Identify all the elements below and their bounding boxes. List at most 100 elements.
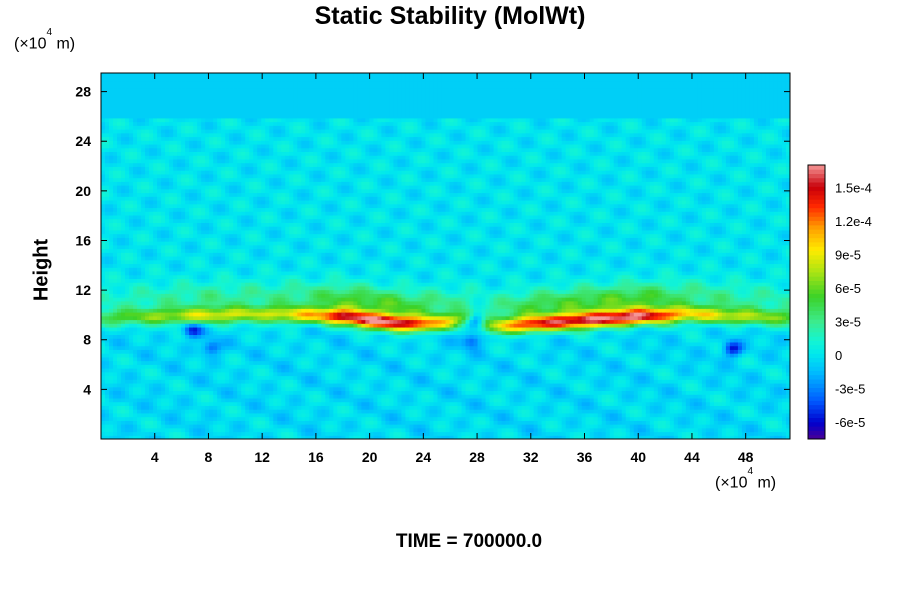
heatmap-cell (205, 260, 210, 264)
heatmap-cell (169, 163, 174, 167)
heatmap-cell (277, 260, 282, 264)
heatmap-cell (289, 334, 294, 338)
heatmap-cell (109, 278, 114, 282)
heatmap-cell (229, 155, 234, 159)
heatmap-cell (229, 353, 234, 357)
heatmap-cell (193, 107, 198, 111)
heatmap-cell (229, 256, 234, 260)
heatmap-cell (165, 379, 170, 383)
heatmap-cell (109, 346, 114, 350)
heatmap-cell (129, 107, 134, 111)
heatmap-cell (165, 159, 170, 163)
heatmap-cell (285, 170, 290, 174)
heatmap-cell (233, 95, 238, 99)
heatmap-cell (165, 222, 170, 226)
heatmap-cell (285, 271, 290, 275)
heatmap-cell (205, 230, 210, 234)
heatmap-cell (289, 305, 294, 309)
heatmap-cell (201, 237, 206, 241)
heatmap-cell (205, 372, 210, 376)
heatmap-cell (217, 196, 222, 200)
heatmap-cell (213, 155, 218, 159)
heatmap-cell (301, 368, 306, 372)
heatmap-cell (197, 331, 202, 335)
heatmap-cell (125, 420, 130, 424)
heatmap-cell (149, 88, 154, 92)
heatmap-cell (141, 353, 146, 357)
heatmap-cell (209, 148, 214, 152)
heatmap-cell (109, 342, 114, 346)
heatmap-cell (281, 338, 286, 342)
heatmap-cell (289, 136, 294, 140)
heatmap-cell (217, 125, 222, 129)
heatmap-cell (145, 402, 150, 406)
heatmap-cell (165, 319, 170, 323)
heatmap-cell (133, 275, 138, 279)
heatmap-cell (209, 297, 214, 301)
heatmap-cell (197, 178, 202, 182)
heatmap-cell (289, 327, 294, 331)
heatmap-cell (165, 122, 170, 126)
heatmap-cell (165, 88, 170, 92)
heatmap-cell (197, 170, 202, 174)
heatmap-cell (301, 193, 306, 197)
heatmap-cell (213, 118, 218, 122)
heatmap-cell (289, 215, 294, 219)
heatmap-cell (301, 383, 306, 387)
heatmap-cell (125, 342, 130, 346)
heatmap-cell (249, 331, 254, 335)
heatmap-cell (205, 144, 210, 148)
heatmap-cell (137, 140, 142, 144)
heatmap-cell (141, 88, 146, 92)
heatmap-cell (109, 219, 114, 223)
heatmap-cell (113, 92, 118, 96)
heatmap-cell (101, 196, 106, 200)
heatmap-cell (121, 77, 126, 81)
heatmap-cell (257, 305, 262, 309)
heatmap-cell (197, 387, 202, 391)
heatmap-cell (177, 170, 182, 174)
heatmap-cell (101, 394, 106, 398)
heatmap-cell (273, 312, 278, 316)
heatmap-cell (221, 133, 226, 137)
heatmap-cell (261, 226, 266, 230)
heatmap-cell (125, 207, 130, 211)
heatmap-cell (157, 140, 162, 144)
heatmap-cell (265, 196, 270, 200)
heatmap-cell (241, 249, 246, 253)
heatmap-cell (301, 409, 306, 413)
heatmap-cell (165, 312, 170, 316)
heatmap-cell (181, 390, 186, 394)
heatmap-cell (133, 80, 138, 84)
heatmap-cell (197, 342, 202, 346)
heatmap-cell (253, 226, 258, 230)
heatmap-cell (181, 420, 186, 424)
heatmap-cell (297, 293, 302, 297)
heatmap-cell (193, 133, 198, 137)
heatmap-cell (109, 357, 114, 361)
heatmap-cell (285, 398, 290, 402)
heatmap-cell (265, 275, 270, 279)
heatmap-cell (301, 372, 306, 376)
heatmap-cell (101, 308, 106, 312)
heatmap-cell (189, 334, 194, 338)
heatmap-cell (249, 394, 254, 398)
heatmap-cell (113, 99, 118, 103)
heatmap-cell (181, 193, 186, 197)
heatmap-cell (241, 308, 246, 312)
heatmap-cell (157, 219, 162, 223)
heatmap-cell (205, 353, 210, 357)
heatmap-cell (161, 95, 166, 99)
heatmap-cell (257, 390, 262, 394)
heatmap-cell (165, 372, 170, 376)
heatmap-cell (245, 263, 250, 267)
heatmap-cell (261, 278, 266, 282)
heatmap-cell (237, 297, 242, 301)
heatmap-cell (145, 95, 150, 99)
heatmap-cell (109, 174, 114, 178)
heatmap-cell (197, 361, 202, 365)
heatmap-cell (257, 95, 262, 99)
heatmap-cell (141, 319, 146, 323)
heatmap-cell (149, 219, 154, 223)
heatmap-cell (117, 99, 122, 103)
